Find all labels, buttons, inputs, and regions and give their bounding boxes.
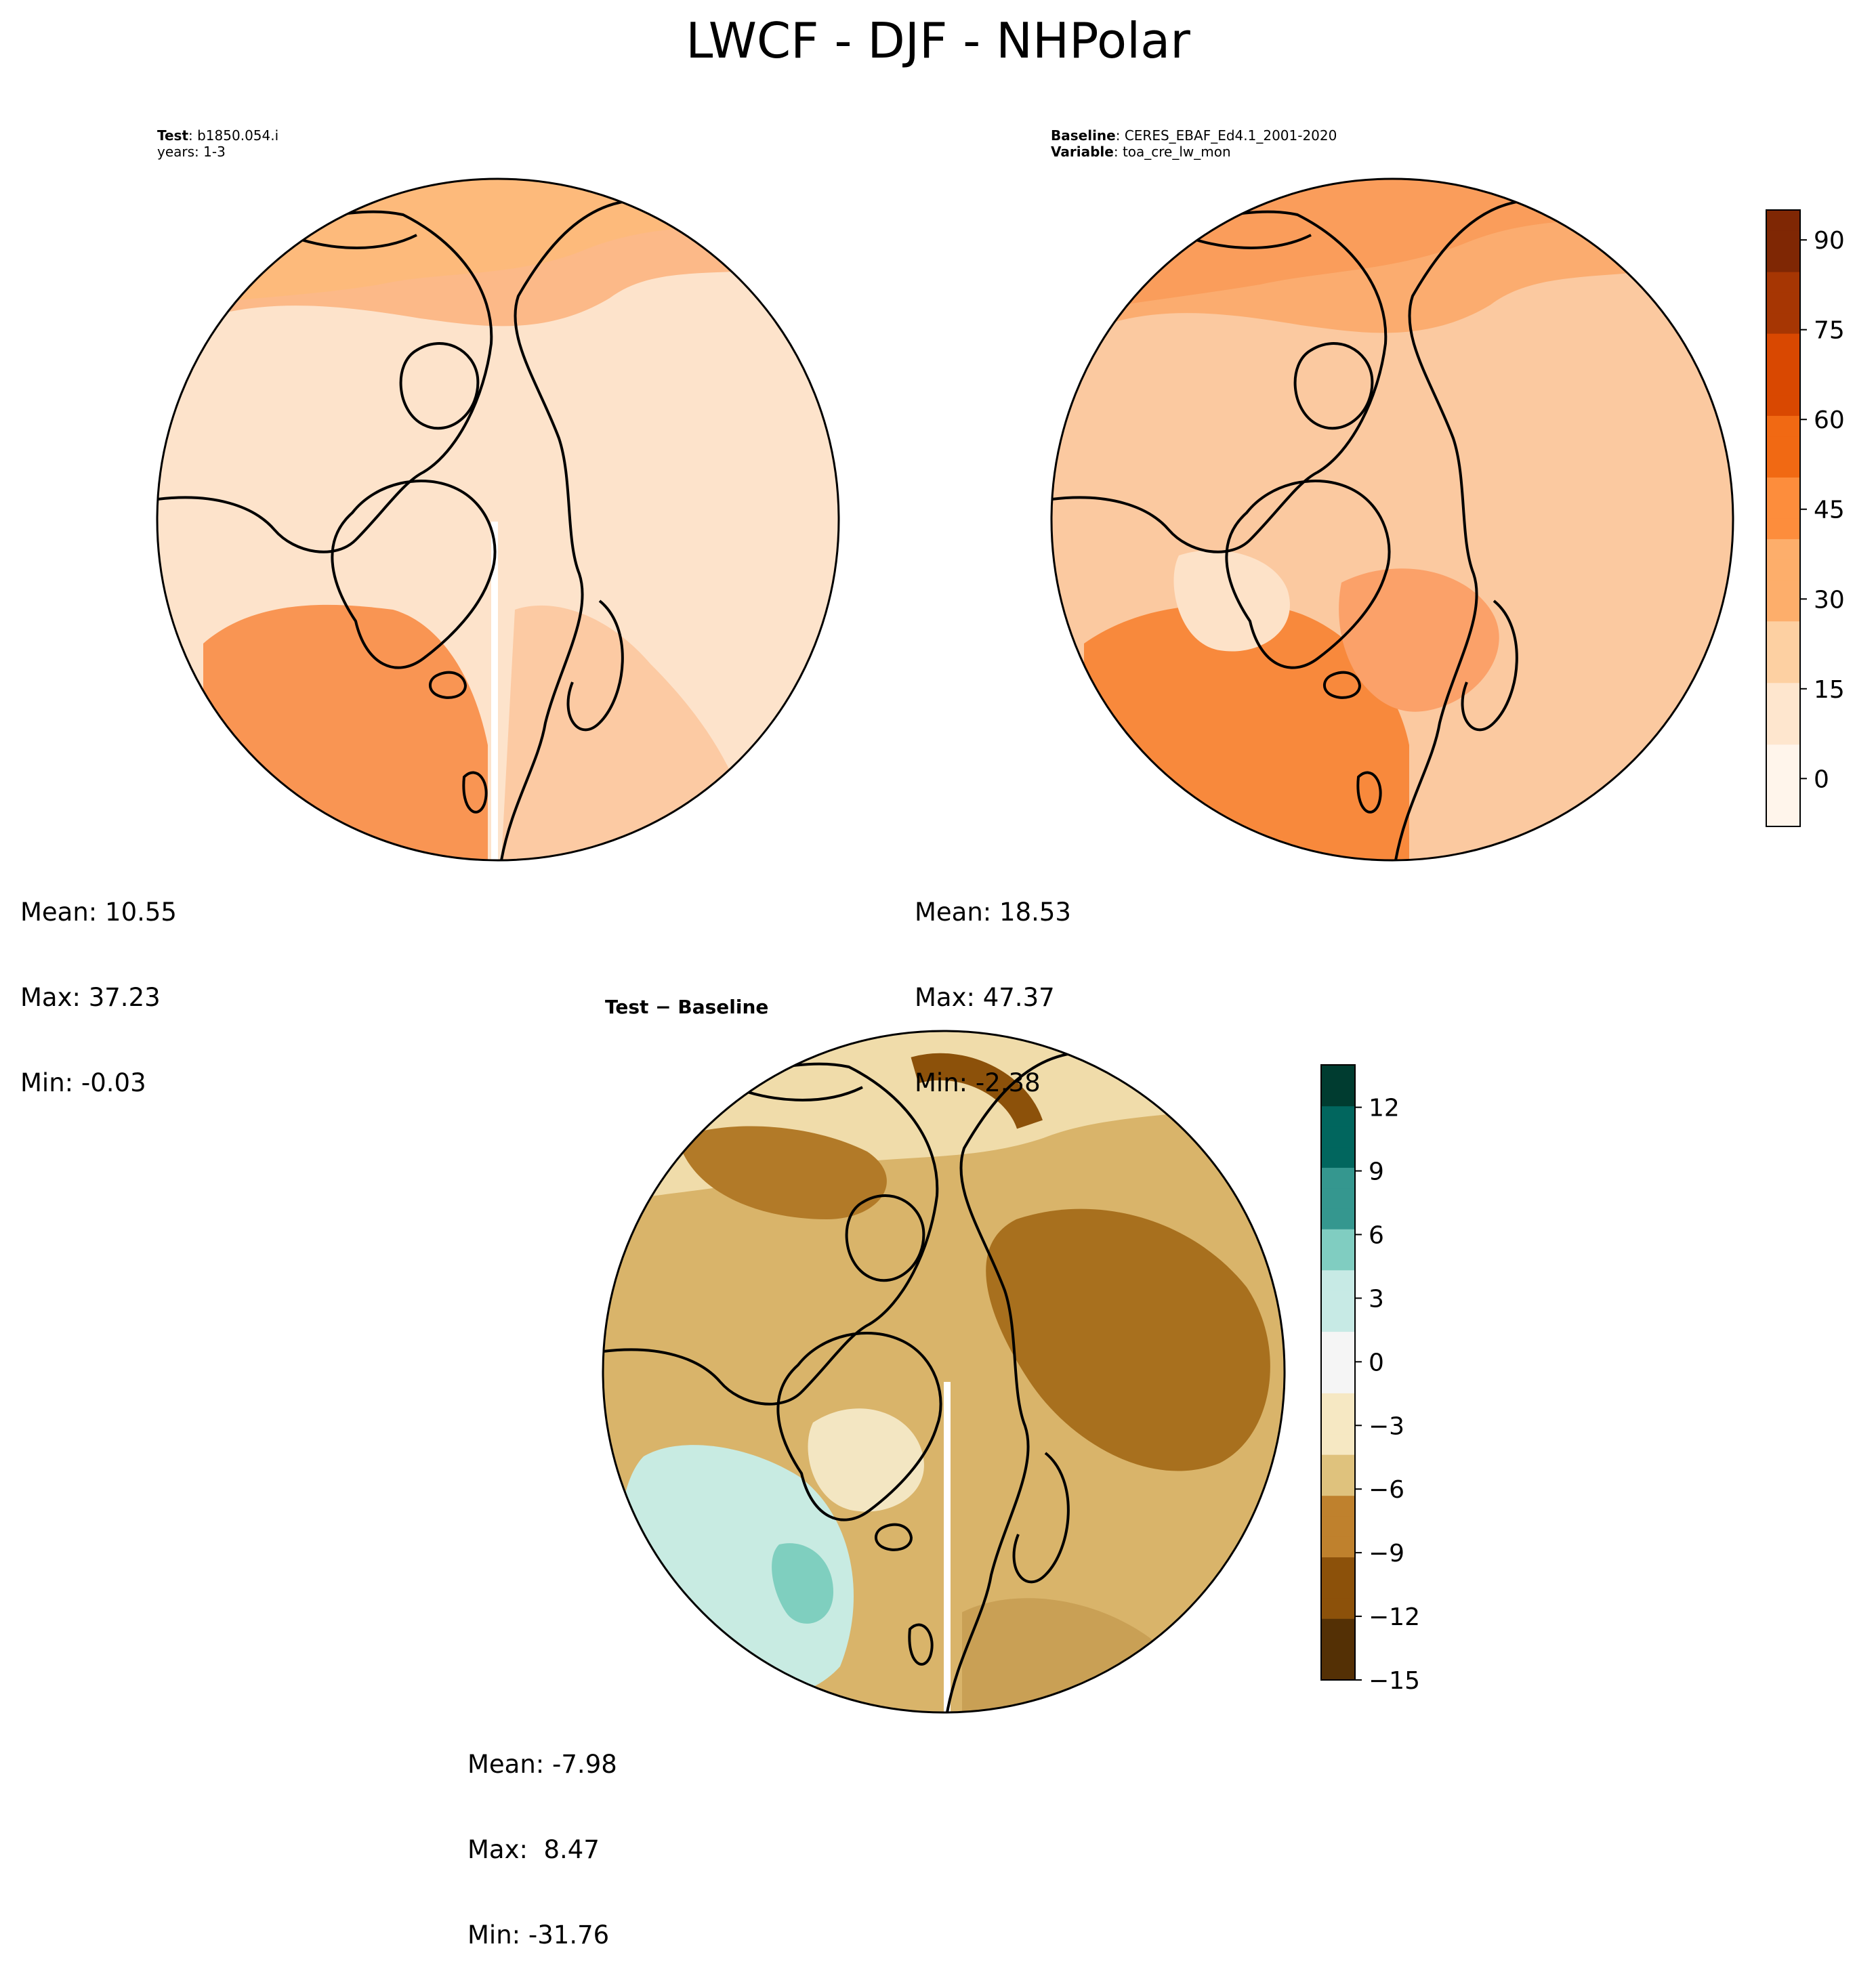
main-colorbar-swatch <box>1766 230 1800 251</box>
main-colorbar-tick-label: 90 <box>1814 227 1845 255</box>
difference-colorbar-swatch <box>1321 1106 1355 1127</box>
main-colorbar-tick-label: 30 <box>1814 586 1845 614</box>
difference-colorbar-swatch <box>1321 1578 1355 1599</box>
main-colorbar-swatch <box>1766 723 1800 744</box>
difference-colorbar-swatch <box>1321 1618 1355 1639</box>
difference-colorbar-tick-label: 9 <box>1369 1158 1384 1186</box>
difference-colorbar-swatch <box>1321 1393 1355 1414</box>
baseline-mean: Mean: 18.53 <box>915 898 1071 927</box>
difference-colorbar-swatch <box>1321 1127 1355 1148</box>
difference-colorbar-swatch <box>1321 1598 1355 1619</box>
main-colorbar-swatch <box>1766 641 1800 662</box>
main-colorbar-tick-label: 15 <box>1814 676 1845 704</box>
difference-colorbar-swatch <box>1321 1516 1355 1537</box>
main-colorbar-swatch <box>1766 539 1800 560</box>
difference-mean: Mean: -7.98 <box>467 1750 617 1779</box>
main-colorbar-swatch <box>1766 354 1800 375</box>
difference-map <box>603 1031 1285 1714</box>
difference-colorbar-swatch <box>1321 1188 1355 1209</box>
difference-colorbar-swatch <box>1321 1454 1355 1475</box>
main-colorbar-swatch <box>1766 457 1800 478</box>
main-colorbar-swatch <box>1766 744 1800 765</box>
main-colorbar-swatch <box>1766 395 1800 416</box>
main-colorbar-swatch <box>1766 272 1800 293</box>
difference-max: Max: 8.47 <box>467 1836 617 1864</box>
test-min: Min: -0.03 <box>20 1069 177 1097</box>
difference-colorbar-tick-label: −6 <box>1369 1476 1404 1504</box>
difference-stats: Mean: -7.98 Max: 8.47 Min: -31.76 <box>467 1693 617 1978</box>
difference-colorbar-tick-label: 6 <box>1369 1221 1384 1249</box>
difference-colorbar-swatch <box>1321 1352 1355 1373</box>
main-colorbar-swatch <box>1766 292 1800 313</box>
baseline-stats: Mean: 18.53 Max: 47.37 Min: -2.38 <box>915 841 1071 1126</box>
main-colorbar-swatch <box>1766 518 1800 539</box>
test-mean: Mean: 10.55 <box>20 898 177 927</box>
difference-colorbar-swatch <box>1321 1290 1355 1311</box>
main-colorbar-swatch <box>1766 313 1800 334</box>
difference-colorbar-swatch <box>1321 1249 1355 1270</box>
main-colorbar-swatch <box>1766 785 1800 806</box>
difference-colorbar-swatch <box>1321 1475 1355 1496</box>
difference-colorbar: 12 9 6 3 0 −3 −6 −9 −12 −15 <box>1321 1065 1420 1695</box>
difference-colorbar-tick-label: −12 <box>1369 1603 1420 1631</box>
main-colorbar-swatch <box>1766 560 1800 581</box>
difference-colorbar-swatch <box>1321 1331 1355 1352</box>
baseline-map <box>1051 179 1733 860</box>
difference-min: Min: -31.76 <box>467 1921 617 1950</box>
main-colorbar-swatch <box>1766 477 1800 498</box>
difference-colorbar-swatch <box>1321 1660 1355 1681</box>
main-colorbar-swatch <box>1766 498 1800 519</box>
main-colorbar-swatch <box>1766 703 1800 724</box>
difference-colorbar-swatch <box>1321 1311 1355 1332</box>
difference-colorbar-swatch <box>1321 1434 1355 1455</box>
main-colorbar-swatch <box>1766 683 1800 704</box>
main-colorbar-swatch <box>1766 765 1800 786</box>
main-colorbar-swatch <box>1766 621 1800 642</box>
baseline-max: Max: 47.37 <box>915 984 1071 1012</box>
difference-colorbar-swatch <box>1321 1229 1355 1250</box>
test-max: Max: 37.23 <box>20 984 177 1012</box>
main-colorbar-swatch <box>1766 580 1800 601</box>
difference-colorbar-swatch <box>1321 1085 1355 1106</box>
main-colorbar-swatch <box>1766 251 1800 272</box>
main-colorbar-swatch <box>1766 375 1800 396</box>
main-colorbar-swatch <box>1766 415 1800 436</box>
baseline-min: Min: -2.38 <box>915 1069 1071 1097</box>
difference-colorbar-swatch <box>1321 1414 1355 1435</box>
difference-colorbar-swatch <box>1321 1147 1355 1168</box>
main-colorbar-swatch <box>1766 662 1800 683</box>
difference-colorbar-swatch <box>1321 1270 1355 1291</box>
difference-colorbar-swatch <box>1321 1557 1355 1578</box>
difference-colorbar-tick-label: −3 <box>1369 1412 1404 1440</box>
main-colorbar-swatch <box>1766 333 1800 354</box>
main-colorbar-tick-label: 60 <box>1814 406 1845 434</box>
test-stats: Mean: 10.55 Max: 37.23 Min: -0.03 <box>20 841 177 1126</box>
difference-colorbar-tick-label: 3 <box>1369 1285 1384 1313</box>
main-colorbar-swatch <box>1766 806 1800 827</box>
difference-colorbar-tick-label: 12 <box>1369 1095 1400 1122</box>
main-colorbar-tick-label: 45 <box>1814 497 1845 524</box>
main-colorbar-tick-label: 0 <box>1814 765 1829 793</box>
difference-colorbar-swatch <box>1321 1536 1355 1557</box>
difference-colorbar-swatch <box>1321 1372 1355 1393</box>
main-colorbar-swatch <box>1766 436 1800 457</box>
difference-colorbar-swatch <box>1321 1639 1355 1660</box>
difference-colorbar-tick-label: −9 <box>1369 1540 1404 1567</box>
difference-colorbar-swatch <box>1321 1167 1355 1188</box>
difference-colorbar-swatch <box>1321 1208 1355 1229</box>
main-colorbar-swatch <box>1766 600 1800 621</box>
difference-colorbar-swatch <box>1321 1496 1355 1517</box>
main-colorbar-swatch <box>1766 210 1800 231</box>
main-colorbar-tick-label: 75 <box>1814 317 1845 345</box>
main-colorbar: 0 15 30 45 60 75 90 <box>1766 210 1845 827</box>
difference-colorbar-swatch <box>1321 1065 1355 1086</box>
difference-colorbar-tick-label: 0 <box>1369 1349 1384 1376</box>
difference-colorbar-tick-label: −15 <box>1369 1667 1420 1695</box>
test-map <box>157 179 839 860</box>
